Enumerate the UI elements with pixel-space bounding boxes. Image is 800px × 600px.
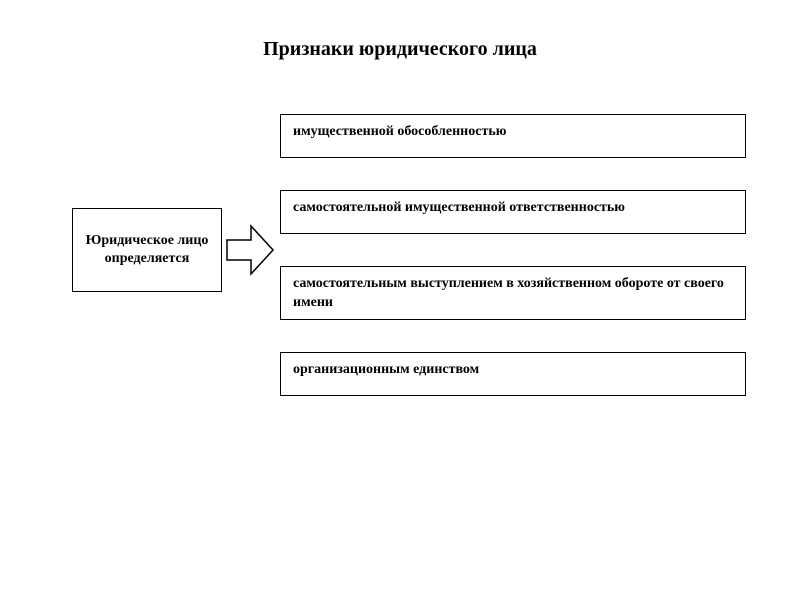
target-node: имущественной обособленностью <box>280 114 746 158</box>
target-node-label: самостоятельной имущественной ответствен… <box>293 199 625 218</box>
source-node: Юридическое лицо определяется <box>72 208 222 292</box>
target-node: организационным единством <box>280 352 746 396</box>
diagram-title: Признаки юридического лица <box>0 38 800 61</box>
target-node-label: самостоятельным выступлением в хозяйстве… <box>293 275 733 313</box>
target-node: самостоятельной имущественной ответствен… <box>280 190 746 234</box>
target-node-label: организационным единством <box>293 361 479 380</box>
target-node-label: имущественной обособленностью <box>293 123 506 142</box>
arrow-icon <box>225 222 275 278</box>
target-node: самостоятельным выступлением в хозяйстве… <box>280 266 746 320</box>
source-node-label: Юридическое лицо определяется <box>79 232 215 268</box>
